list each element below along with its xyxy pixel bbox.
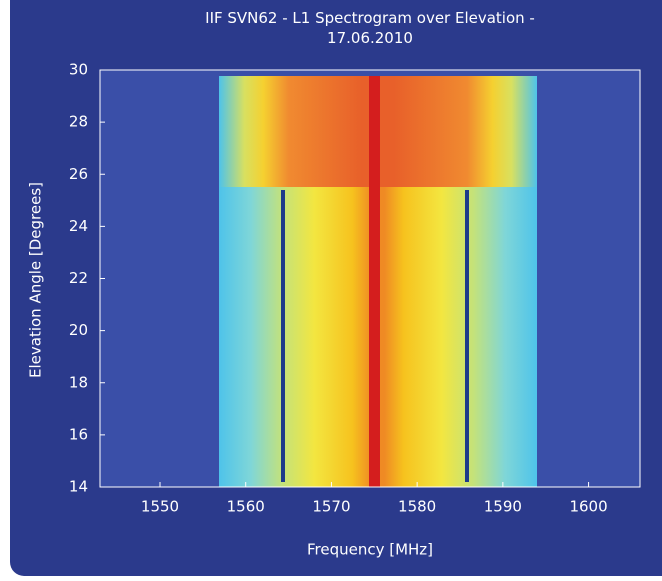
y-tick-label: 20 (69, 321, 88, 339)
y-tick-label: 14 (69, 478, 88, 496)
y-tick-label: 26 (69, 165, 88, 183)
y-tick-label: 24 (69, 217, 88, 235)
x-tick-label: 1560 (227, 498, 265, 516)
y-tick-label: 18 (69, 373, 88, 391)
y-tick-label: 22 (69, 269, 88, 287)
x-tick-label: 1570 (312, 498, 350, 516)
y-tick-label: 16 (69, 425, 88, 443)
y-axis-label: Elevation Angle [Degrees] (27, 182, 45, 378)
x-tick-label: 1600 (569, 498, 607, 516)
x-tick-label: 1550 (141, 498, 179, 516)
spectral-line (281, 190, 285, 482)
chart-title: IIF SVN62 - L1 Spectrogram over Elevatio… (205, 9, 535, 47)
x-tick-label: 1590 (484, 498, 522, 516)
x-tick-label: 1580 (398, 498, 436, 516)
spectral-line (465, 190, 469, 482)
y-tick-label: 30 (69, 61, 88, 79)
y-tick-label: 28 (69, 113, 88, 131)
x-axis-label: Frequency [MHz] (307, 541, 433, 559)
carrier-line (369, 76, 380, 487)
